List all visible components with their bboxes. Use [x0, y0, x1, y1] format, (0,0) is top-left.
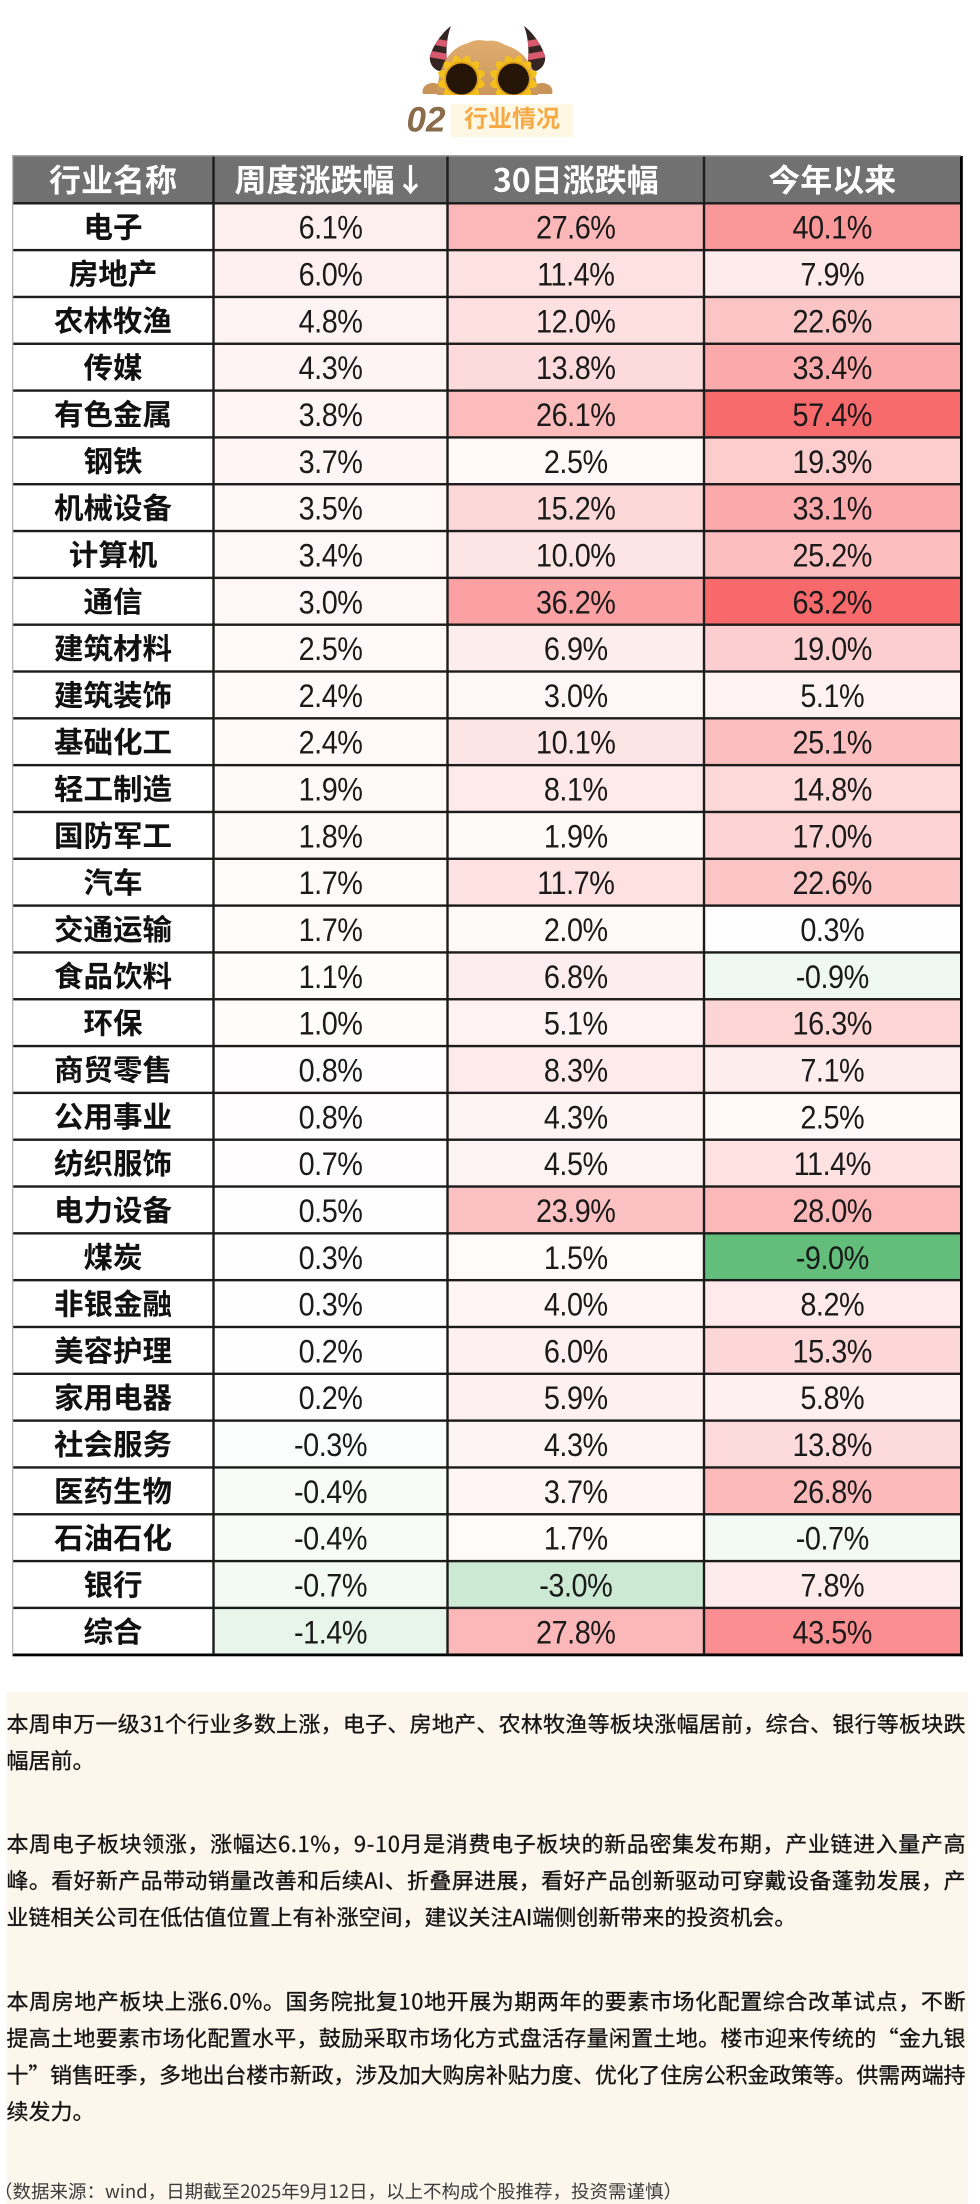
svg-text:6.0%: 6.0%: [299, 256, 363, 293]
svg-text:14.8%: 14.8%: [793, 771, 872, 808]
svg-text:-0.4%: -0.4%: [294, 1473, 367, 1510]
svg-text:5.1%: 5.1%: [800, 677, 864, 714]
svg-text:11.4%: 11.4%: [537, 256, 614, 293]
svg-text:2.5%: 2.5%: [299, 630, 363, 667]
svg-text:0.8%: 0.8%: [299, 1052, 363, 1089]
svg-text:0.2%: 0.2%: [299, 1333, 363, 1370]
svg-text:11.7%: 11.7%: [537, 864, 614, 901]
svg-text:2.5%: 2.5%: [544, 443, 608, 480]
svg-text:1.8%: 1.8%: [299, 818, 363, 855]
svg-text:-0.7%: -0.7%: [294, 1567, 367, 1604]
svg-text:2.5%: 2.5%: [800, 1099, 864, 1136]
svg-text:6.9%: 6.9%: [544, 630, 608, 667]
svg-text:6.1%: 6.1%: [299, 209, 363, 246]
svg-text:3.5%: 3.5%: [299, 490, 363, 527]
svg-text:43.5%: 43.5%: [793, 1614, 872, 1651]
svg-text:12.0%: 12.0%: [536, 303, 615, 340]
svg-text:0.8%: 0.8%: [299, 1099, 363, 1136]
svg-text:-0.3%: -0.3%: [294, 1426, 367, 1463]
svg-text:1.9%: 1.9%: [544, 818, 608, 855]
svg-text:3.4%: 3.4%: [299, 537, 363, 574]
svg-text:27.6%: 27.6%: [536, 209, 615, 246]
svg-text:1.7%: 1.7%: [544, 1520, 608, 1557]
svg-text:13.8%: 13.8%: [536, 349, 615, 386]
svg-text:36.2%: 36.2%: [536, 584, 615, 621]
svg-text:57.4%: 57.4%: [793, 396, 872, 433]
svg-text:16.3%: 16.3%: [793, 1005, 872, 1042]
svg-text:7.1%: 7.1%: [800, 1052, 864, 1089]
svg-text:3.7%: 3.7%: [544, 1473, 608, 1510]
svg-text:2.0%: 2.0%: [544, 911, 608, 948]
svg-text:0.3%: 0.3%: [800, 911, 864, 948]
svg-text:27.8%: 27.8%: [536, 1614, 615, 1651]
svg-text:3.0%: 3.0%: [299, 584, 363, 621]
svg-text:15.3%: 15.3%: [793, 1333, 872, 1370]
svg-text:6.0%: 6.0%: [544, 1333, 608, 1370]
svg-text:8.3%: 8.3%: [544, 1052, 608, 1089]
svg-text:0.3%: 0.3%: [299, 1286, 363, 1323]
svg-text:7.9%: 7.9%: [800, 256, 864, 293]
svg-text:1.9%: 1.9%: [299, 771, 363, 808]
svg-text:19.0%: 19.0%: [793, 630, 872, 667]
svg-text:0.2%: 0.2%: [299, 1379, 363, 1416]
svg-text:23.9%: 23.9%: [536, 1192, 615, 1229]
svg-text:4.8%: 4.8%: [299, 303, 363, 340]
svg-text:5.9%: 5.9%: [544, 1379, 608, 1416]
svg-text:25.1%: 25.1%: [793, 724, 872, 761]
svg-text:8.2%: 8.2%: [800, 1286, 864, 1323]
svg-text:5.1%: 5.1%: [544, 1005, 608, 1042]
svg-text:-0.4%: -0.4%: [294, 1520, 367, 1557]
svg-text:17.0%: 17.0%: [793, 818, 872, 855]
svg-text:15.2%: 15.2%: [536, 490, 615, 527]
svg-text:63.2%: 63.2%: [793, 584, 872, 621]
svg-text:3.7%: 3.7%: [299, 443, 363, 480]
svg-text:11.4%: 11.4%: [794, 1145, 871, 1182]
svg-text:4.5%: 4.5%: [544, 1145, 608, 1182]
svg-text:0.7%: 0.7%: [299, 1145, 363, 1182]
svg-text:4.3%: 4.3%: [544, 1099, 608, 1136]
svg-text:28.0%: 28.0%: [793, 1192, 872, 1229]
svg-text:0.5%: 0.5%: [299, 1192, 363, 1229]
svg-text:4.3%: 4.3%: [544, 1426, 608, 1463]
svg-text:22.6%: 22.6%: [793, 303, 872, 340]
svg-text:3.0%: 3.0%: [544, 677, 608, 714]
svg-text:1.5%: 1.5%: [544, 1239, 608, 1276]
svg-text:4.3%: 4.3%: [299, 349, 363, 386]
svg-text:13.8%: 13.8%: [793, 1426, 872, 1463]
svg-text:19.3%: 19.3%: [793, 443, 872, 480]
svg-text:6.8%: 6.8%: [544, 958, 608, 995]
svg-text:3.8%: 3.8%: [299, 396, 363, 433]
svg-text:02: 02: [407, 101, 446, 140]
svg-text:-9.0%: -9.0%: [796, 1239, 869, 1276]
svg-text:2.4%: 2.4%: [299, 677, 363, 714]
svg-text:-3.0%: -3.0%: [539, 1567, 612, 1604]
svg-text:1.1%: 1.1%: [299, 958, 363, 995]
svg-text:22.6%: 22.6%: [793, 864, 872, 901]
svg-text:26.1%: 26.1%: [536, 396, 615, 433]
svg-text:40.1%: 40.1%: [793, 209, 872, 246]
svg-text:26.8%: 26.8%: [793, 1473, 872, 1510]
svg-text:-0.7%: -0.7%: [796, 1520, 869, 1557]
svg-text:-0.9%: -0.9%: [796, 958, 869, 995]
svg-text:5.8%: 5.8%: [800, 1379, 864, 1416]
svg-text:2.4%: 2.4%: [299, 724, 363, 761]
svg-text:-1.4%: -1.4%: [294, 1614, 367, 1651]
svg-text:1.7%: 1.7%: [299, 864, 363, 901]
svg-text:10.1%: 10.1%: [536, 724, 615, 761]
svg-text:1.7%: 1.7%: [299, 911, 363, 948]
svg-text:10.0%: 10.0%: [536, 537, 615, 574]
svg-text:33.1%: 33.1%: [793, 490, 872, 527]
svg-text:1.0%: 1.0%: [299, 1005, 363, 1042]
svg-text:33.4%: 33.4%: [793, 349, 872, 386]
svg-text:4.0%: 4.0%: [544, 1286, 608, 1323]
svg-text:8.1%: 8.1%: [544, 771, 608, 808]
svg-text:25.2%: 25.2%: [793, 537, 872, 574]
svg-text:0.3%: 0.3%: [299, 1239, 363, 1276]
svg-text:7.8%: 7.8%: [800, 1567, 864, 1604]
